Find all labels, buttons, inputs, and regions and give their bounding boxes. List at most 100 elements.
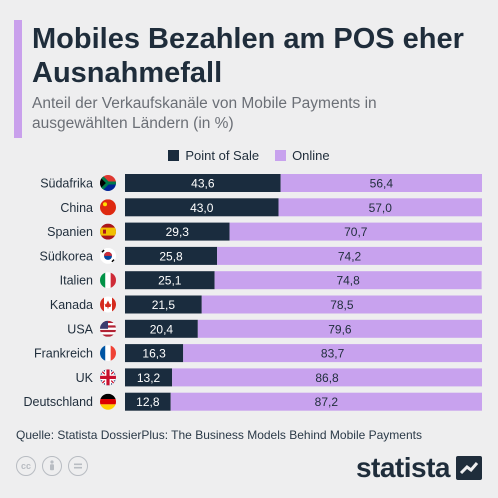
data-label-online: 83,7 bbox=[321, 347, 345, 361]
license-icons: cc bbox=[16, 456, 88, 476]
data-label-pos: 12,8 bbox=[136, 395, 160, 409]
china-flag-icon-star bbox=[103, 202, 107, 207]
brand-name: statista bbox=[355, 452, 451, 483]
source-note: Quelle: Statista DossierPlus: The Busine… bbox=[16, 428, 422, 442]
no-derivatives-icon bbox=[68, 456, 88, 476]
category-label: Frankreich bbox=[34, 347, 93, 361]
data-label-pos: 13,2 bbox=[137, 371, 161, 385]
bar-pos bbox=[125, 392, 171, 411]
france-flag-icon bbox=[100, 345, 116, 362]
category-label: Deutschland bbox=[24, 395, 94, 409]
france-flag-icon-part bbox=[110, 345, 116, 362]
bar-pos bbox=[125, 246, 218, 265]
germany-flag-icon-part bbox=[100, 404, 116, 410]
canada-flag-icon bbox=[100, 296, 116, 313]
chart-title: Mobiles Bezahlen am POS eher Ausnahmefal… bbox=[32, 23, 464, 89]
data-label-online: 79,6 bbox=[328, 322, 352, 336]
category-label: Südafrika bbox=[40, 177, 93, 191]
spain-flag-icon bbox=[100, 223, 116, 240]
spain-flag-icon-part bbox=[100, 227, 116, 236]
bar-online bbox=[201, 295, 482, 314]
bar-online bbox=[183, 344, 483, 363]
bar-pos bbox=[125, 222, 230, 241]
data-label-online: 78,5 bbox=[330, 298, 354, 312]
data-label-online: 56,4 bbox=[370, 177, 394, 191]
statista-logo-icon bbox=[456, 456, 482, 480]
data-label-pos: 21,5 bbox=[152, 298, 176, 312]
bar-online bbox=[170, 392, 483, 411]
data-label-online: 70,7 bbox=[344, 225, 368, 239]
usa-flag-icon-part bbox=[100, 320, 108, 329]
bar-online bbox=[280, 174, 482, 192]
spain-flag-icon-part bbox=[103, 229, 106, 234]
italy-flag-icon bbox=[100, 272, 116, 289]
attribution-icon bbox=[42, 456, 62, 476]
bar-row: USA 20,4 79,6 bbox=[67, 319, 482, 338]
bar-online bbox=[217, 246, 482, 265]
data-label-pos: 25,8 bbox=[159, 249, 183, 263]
bar-row: Kanada 21,5 78,5 bbox=[50, 295, 482, 314]
south-korea-flag-icon-part bbox=[111, 259, 115, 263]
china-flag-icon bbox=[100, 199, 116, 216]
france-flag-icon-part bbox=[100, 345, 106, 362]
bar-pos bbox=[125, 295, 202, 314]
usa-flag-icon-part bbox=[100, 327, 116, 330]
usa-flag-icon-part bbox=[100, 329, 116, 333]
bar-row: Deutschland 12,8 87,2 bbox=[24, 392, 483, 411]
data-label-pos: 20,4 bbox=[150, 322, 174, 336]
category-label: Kanada bbox=[50, 298, 93, 312]
bar-online bbox=[197, 319, 482, 338]
canada-flag-icon-leaf bbox=[104, 300, 112, 309]
south-korea-flag-icon bbox=[100, 247, 116, 264]
bar-pos bbox=[125, 344, 184, 363]
bar-online bbox=[214, 271, 482, 290]
bar-online bbox=[278, 198, 482, 217]
data-label-pos: 43,0 bbox=[190, 201, 214, 215]
data-label-online: 87,2 bbox=[315, 395, 339, 409]
cc-icon: cc bbox=[16, 456, 36, 476]
category-label: Südkorea bbox=[39, 249, 93, 263]
data-label-online: 74,2 bbox=[338, 249, 362, 263]
france-flag-icon-part bbox=[105, 345, 111, 362]
italy-flag-icon-part bbox=[105, 272, 111, 289]
bar-row: Südafrika 43,6 56,4 bbox=[40, 174, 482, 192]
usa-flag-icon-part bbox=[100, 332, 116, 335]
category-label: Italien bbox=[60, 274, 93, 288]
canada-flag-icon-part bbox=[112, 296, 116, 313]
brand-logo[interactable]: statista bbox=[356, 452, 482, 484]
data-label-pos: 16,3 bbox=[142, 347, 166, 361]
germany-flag-icon-part bbox=[100, 393, 116, 400]
bar-row: UK 13,2 86,8 bbox=[76, 368, 482, 387]
italy-flag-icon-part bbox=[110, 272, 116, 289]
bar-online bbox=[229, 222, 482, 241]
data-label-online: 57,0 bbox=[369, 201, 393, 215]
bar-row: Südkorea 25,8 74,2 bbox=[39, 246, 482, 265]
italy-flag-icon-part bbox=[100, 272, 106, 289]
category-label: UK bbox=[76, 371, 94, 385]
germany-flag-icon bbox=[100, 393, 116, 410]
chart-subtitle: Anteil der Verkaufskanäle von Mobile Pay… bbox=[32, 95, 377, 132]
data-label-online: 74,8 bbox=[336, 274, 360, 288]
category-label: Spanien bbox=[47, 225, 93, 239]
usa-flag-icon bbox=[100, 320, 116, 337]
canada-flag-icon-part bbox=[100, 296, 104, 313]
south-korea-flag-icon-part bbox=[104, 251, 112, 256]
data-label-pos: 43,6 bbox=[191, 177, 215, 191]
south-africa-flag-icon bbox=[100, 175, 116, 191]
south-africa-flag-icon-part bbox=[100, 183, 116, 191]
bar-pos bbox=[125, 174, 281, 192]
category-label: China bbox=[60, 201, 93, 215]
legend: Point of Sale Online bbox=[0, 148, 498, 163]
legend-swatch-pos bbox=[168, 150, 180, 161]
uk-flag-icon bbox=[100, 369, 116, 386]
bar-pos bbox=[125, 319, 198, 338]
bar-pos bbox=[125, 271, 215, 290]
category-label: USA bbox=[67, 322, 93, 336]
legend-label-online: Online bbox=[292, 148, 330, 163]
bar-row: Frankreich 16,3 83,7 bbox=[34, 344, 483, 363]
legend-swatch-online bbox=[275, 150, 287, 161]
bar-row: Spanien 29,3 70,7 bbox=[47, 222, 482, 241]
bar-pos bbox=[125, 198, 279, 217]
data-label-pos: 29,3 bbox=[166, 225, 190, 239]
south-korea-flag-icon-part bbox=[101, 249, 105, 253]
